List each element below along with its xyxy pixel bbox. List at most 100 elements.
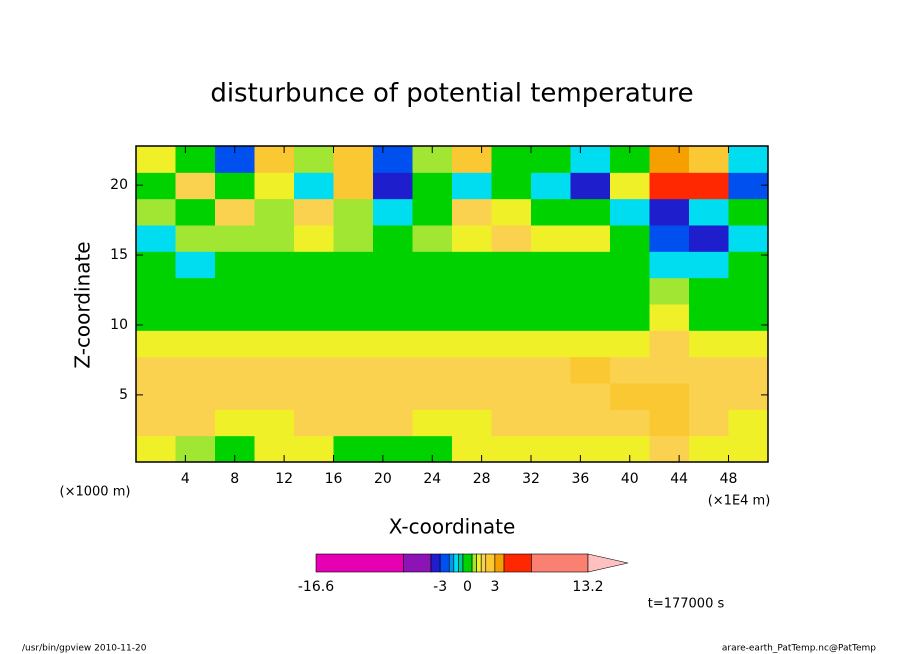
field-cell (452, 198, 492, 226)
field-cell (531, 172, 571, 200)
field-cell (215, 251, 255, 279)
field-cell (373, 277, 413, 305)
field-cell (570, 435, 611, 463)
field-cell (373, 251, 413, 279)
field-cell (373, 198, 413, 226)
field-cell (689, 409, 729, 437)
field-cell (333, 225, 374, 252)
field-cell (215, 356, 255, 384)
field-cell (254, 435, 295, 463)
field-cell (254, 146, 295, 173)
field-cell (610, 225, 650, 252)
field-cell (175, 356, 216, 384)
time-label: t=177000 s (648, 597, 725, 612)
field-cell (649, 277, 690, 305)
field-cell (491, 409, 532, 437)
field-cell (491, 198, 532, 226)
field-cell (136, 383, 176, 410)
field-cell (531, 356, 571, 384)
colorbar-over (587, 553, 629, 573)
field-cell (294, 277, 334, 305)
field-cell (452, 146, 492, 173)
field-cell (728, 435, 769, 463)
field-cell (452, 409, 492, 437)
field-cell (728, 225, 769, 252)
field-cell (373, 330, 413, 358)
field-cell (649, 330, 690, 358)
field-cell (491, 383, 532, 410)
field-cell (531, 409, 571, 437)
colorbar-segment (471, 553, 477, 573)
field-cell (412, 409, 453, 437)
field-cell (175, 198, 216, 226)
field-cell (412, 356, 453, 384)
field-cell (175, 277, 216, 305)
field-cell (689, 172, 729, 200)
field-cell (689, 383, 729, 410)
colorbar-tick-label: 3 (490, 579, 499, 595)
field-cell (452, 356, 492, 384)
field-cell (610, 383, 650, 410)
field-cell (689, 225, 729, 252)
colorbar: -16.6 -3 0 3 13.2 (298, 553, 629, 595)
field-cell (649, 409, 690, 437)
x-axis-label: X-coordinate (389, 515, 516, 539)
field-cell (728, 383, 769, 410)
field-cell (689, 435, 729, 463)
x-tick-label: 16 (325, 471, 343, 487)
field-cell (175, 304, 216, 331)
field-cell (333, 146, 374, 173)
colorbar-segment (494, 553, 505, 573)
field-cell (728, 172, 769, 200)
y-axis-label: Z-coordinate (71, 241, 95, 368)
footer-left: /usr/bin/gpview 2010-11-20 (22, 644, 147, 654)
field-cell (294, 198, 334, 226)
field-cell (531, 198, 571, 226)
field-cell (175, 435, 216, 463)
field-cell (491, 356, 532, 384)
colorbar-segment (430, 553, 441, 573)
field-cell (333, 304, 374, 331)
field-cell (254, 356, 295, 384)
field-cell (294, 383, 334, 410)
y-tick-label: 10 (110, 317, 128, 333)
colorbar-segment (403, 553, 432, 573)
field-cell (215, 383, 255, 410)
field-cell (215, 198, 255, 226)
field-cell (452, 225, 492, 252)
colorbar-tick-label: -3 (433, 579, 447, 595)
field-cell (452, 304, 492, 331)
field-cell (333, 435, 374, 463)
field-cell (136, 304, 176, 331)
field-cell (254, 330, 295, 358)
field-cell (531, 383, 571, 410)
colorbar-segment (476, 553, 482, 573)
field-cell (610, 172, 650, 200)
field-cell (412, 225, 453, 252)
field-cell (136, 409, 176, 437)
colorbar-segment (462, 553, 473, 573)
field-cell (373, 225, 413, 252)
field-cell (689, 251, 729, 279)
field-cell (254, 409, 295, 437)
field-cell (689, 277, 729, 305)
field-cell (136, 225, 176, 252)
colorbar-segment (448, 553, 455, 573)
field-cell (570, 304, 611, 331)
field-cell (570, 172, 611, 200)
field-cell (689, 356, 729, 384)
field-cell (373, 409, 413, 437)
field-cell (412, 172, 453, 200)
field-cell (333, 356, 374, 384)
field-cell (136, 172, 176, 200)
x-tick-label: 36 (571, 471, 589, 487)
field-cell (689, 304, 729, 331)
field-cell (491, 330, 532, 358)
colorbar-segment (485, 553, 496, 573)
field-cell (412, 198, 453, 226)
field-cell (452, 277, 492, 305)
field-cell (452, 383, 492, 410)
field-cell (570, 225, 611, 252)
